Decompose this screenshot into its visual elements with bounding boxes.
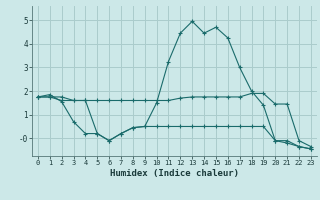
X-axis label: Humidex (Indice chaleur): Humidex (Indice chaleur) bbox=[110, 169, 239, 178]
